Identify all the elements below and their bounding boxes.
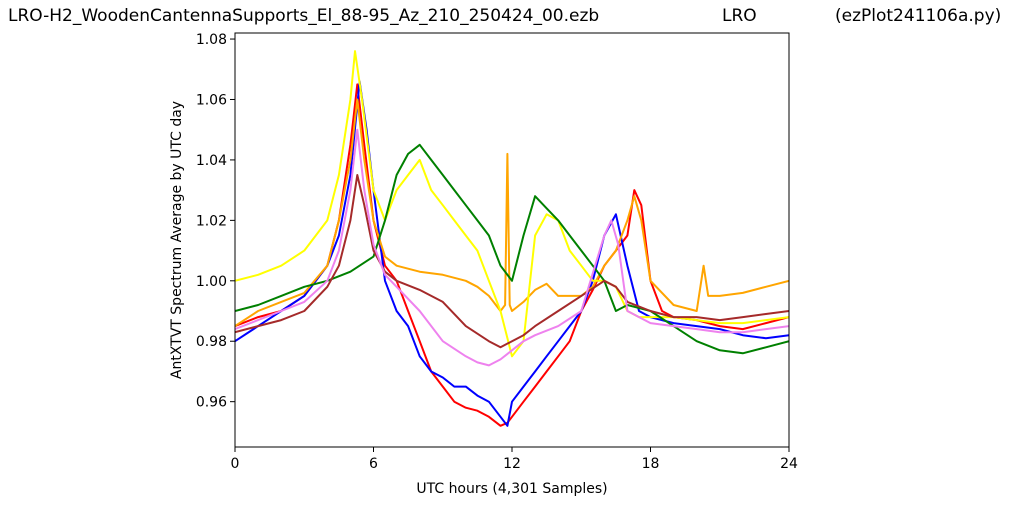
series-line-5 (235, 174, 789, 349)
series-line-2 (235, 98, 789, 327)
y-tick-label: 0.98 (196, 334, 227, 350)
plot-title-station: LRO (722, 6, 757, 26)
x-axis-label: UTC hours (4,301 Samples) (416, 481, 607, 497)
series-line-4 (235, 143, 789, 355)
plot-frame (234, 32, 790, 448)
y-tick-label: 1.06 (196, 92, 227, 108)
series-layer (235, 50, 789, 427)
y-tick-label: 1.08 (196, 32, 227, 48)
y-tick-label: 1.00 (196, 274, 227, 290)
y-tick-label: 0.96 (196, 395, 227, 411)
x-tick-label: 0 (231, 456, 240, 472)
series-line-0 (235, 83, 789, 427)
plot-title-script: (ezPlot241106a.py) (835, 6, 1002, 26)
x-tick-label: 24 (780, 456, 798, 472)
plot-title-filename: LRO-H2_WoodenCantennaSupports_El_88-95_A… (8, 6, 600, 26)
y-tick-label: 1.04 (196, 153, 227, 169)
x-tick-label: 18 (642, 456, 660, 472)
y-tick-label: 1.02 (196, 213, 227, 229)
y-axis-label: AntXTVT Spectrum Average by UTC day (169, 101, 185, 379)
series-line-6 (235, 128, 789, 367)
x-tick-label: 6 (369, 456, 378, 472)
x-tick-label: 12 (503, 456, 521, 472)
series-line-1 (235, 80, 789, 427)
ticks-layer: 0 6 12 18 24 0.96 0.98 1.00 1.02 1.04 1.06 1.08 (196, 32, 798, 472)
series-line-3 (235, 50, 789, 358)
